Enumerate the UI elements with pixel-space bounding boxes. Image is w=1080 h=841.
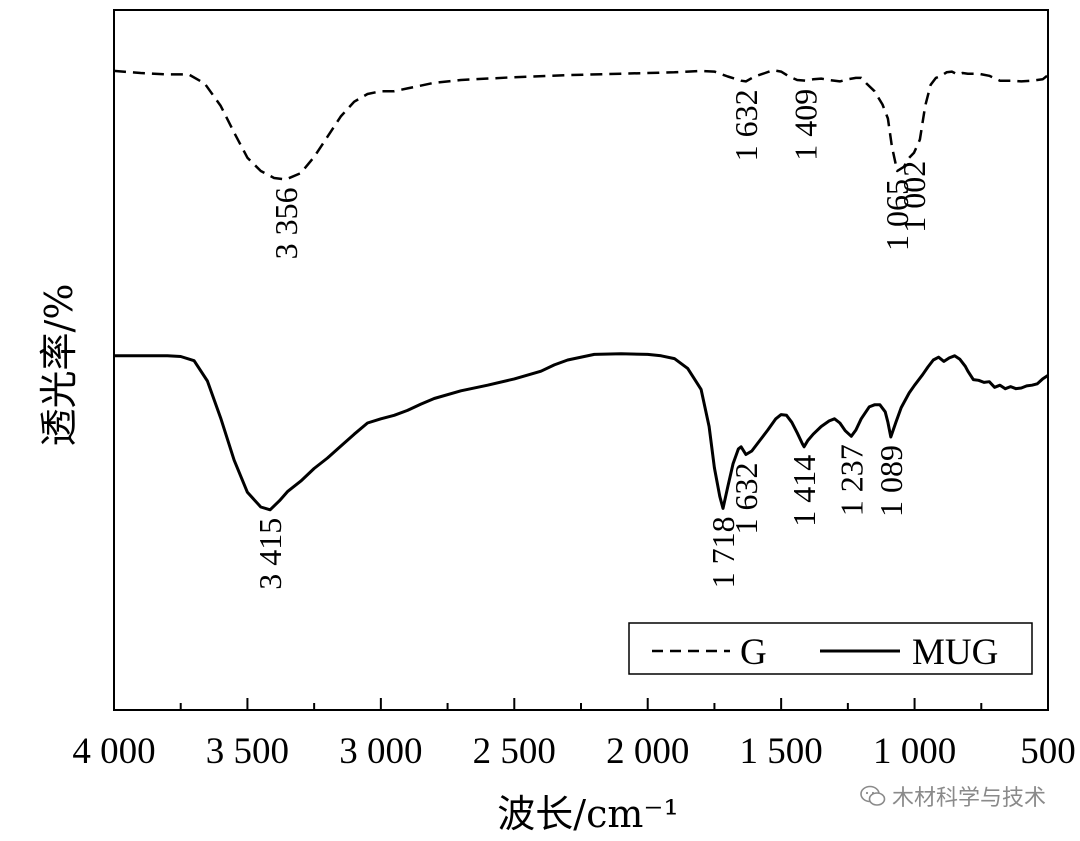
peak-label: 1 002 — [896, 161, 932, 233]
peak-label: 1 065 — [879, 179, 915, 251]
x-axis-ticks — [113, 698, 1049, 710]
legend-box — [628, 622, 1033, 675]
peak-label: 1 237 — [833, 444, 869, 516]
x-tick-label: 4 000 — [72, 731, 155, 772]
peak-label: 1 414 — [786, 455, 822, 527]
peak-label: 1 718 — [705, 516, 741, 588]
peak-label: 1 409 — [787, 89, 823, 161]
x-axis-title: 波长/cm⁻¹ — [497, 792, 678, 836]
plot-frame — [113, 9, 1049, 711]
x-tick-label: 1 500 — [740, 731, 823, 772]
x-tick-label: 3 500 — [206, 731, 289, 772]
peak-label: 3 415 — [252, 518, 288, 590]
x-tick-label: 3 000 — [339, 731, 422, 772]
watermark-text: 木材科学与技术 — [891, 786, 1046, 811]
series-line-mug — [114, 352, 1049, 512]
legend: G MUG — [628, 622, 1033, 675]
x-tick-label: 2 500 — [473, 731, 556, 772]
peak-label: 3 356 — [268, 187, 304, 259]
wechat-icon — [860, 785, 886, 806]
x-tick-label: 2 000 — [606, 731, 689, 772]
x-tick-label: 500 — [1020, 731, 1076, 772]
legend-label-mug: MUG — [912, 632, 998, 673]
x-axis-tick-labels: 4 000 3 500 3 000 2 500 2 000 1 500 1 000 500 — [72, 731, 1075, 772]
series-line-g — [113, 68, 1049, 181]
peak-label: 1 632 — [728, 463, 764, 535]
y-axis-title: 透光率/% — [37, 284, 81, 447]
peak-label: 1 089 — [873, 445, 909, 517]
watermark: 木材科学与技术 — [860, 780, 1046, 812]
series-group — [113, 68, 1049, 512]
peak-label: 1 632 — [728, 89, 764, 161]
legend-label-g: G — [740, 632, 767, 673]
x-tick-label: 1 000 — [873, 731, 956, 772]
